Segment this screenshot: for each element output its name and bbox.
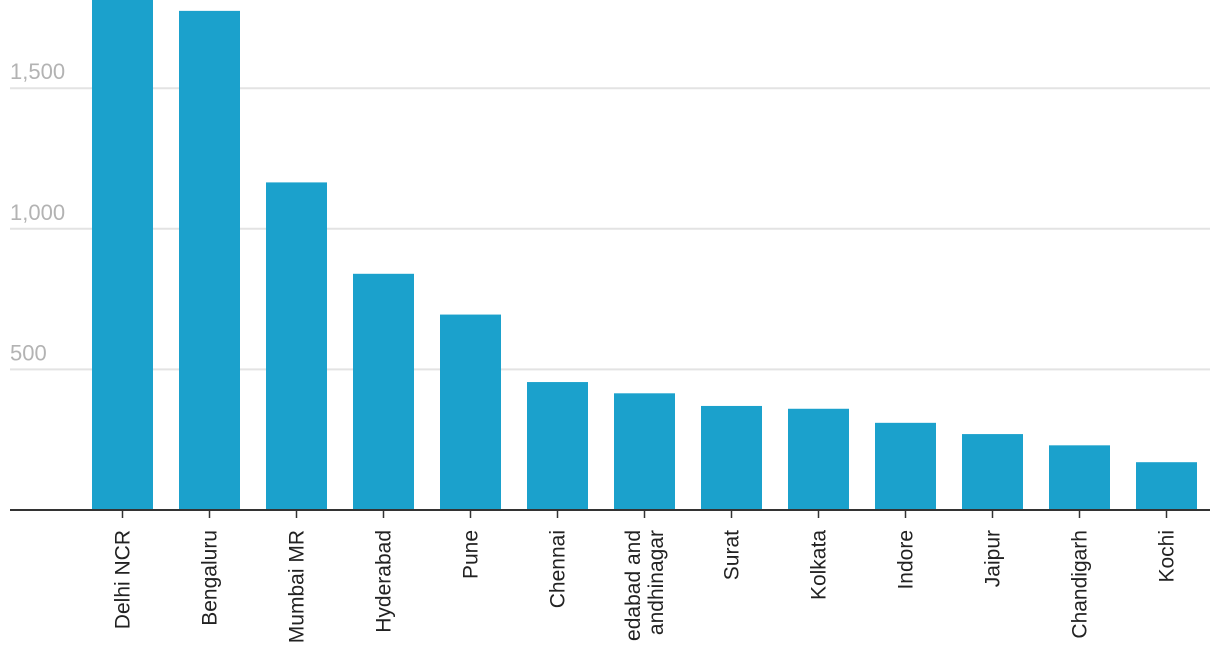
bar bbox=[614, 393, 675, 510]
x-tick-label: Kolkata bbox=[808, 530, 831, 600]
bar bbox=[1136, 462, 1197, 510]
x-tick-label: Hyderabad bbox=[373, 530, 396, 633]
y-tick-label: 1,000 bbox=[10, 200, 65, 225]
x-axis-tick-labels: Delhi NCR Bengaluru Mumbai MR Hyderabad Pune… bbox=[112, 530, 1179, 644]
bar bbox=[527, 382, 588, 510]
bar bbox=[1049, 445, 1110, 510]
x-tick-label: Pune bbox=[460, 530, 483, 579]
x-tick-label: edabad and bbox=[622, 530, 645, 641]
x-tick-label: Chandigarh bbox=[1069, 530, 1092, 639]
x-tick-label: andhinagar bbox=[645, 530, 668, 635]
y-tick-label: 500 bbox=[10, 340, 47, 365]
x-tick-label: Kochi bbox=[1156, 530, 1179, 583]
bar bbox=[179, 10, 240, 511]
bar bbox=[92, 0, 153, 510]
bar bbox=[788, 408, 849, 510]
bars bbox=[92, 0, 1197, 511]
bar bbox=[701, 405, 762, 510]
x-tick-label: Surat bbox=[721, 530, 744, 580]
bar bbox=[440, 314, 501, 510]
bar bbox=[266, 182, 327, 511]
x-tick-label: Chennai bbox=[547, 530, 570, 608]
x-axis-tick-marks bbox=[121, 510, 1168, 518]
x-tick-label: Delhi NCR bbox=[112, 530, 135, 629]
bar bbox=[875, 422, 936, 510]
bar bbox=[962, 434, 1023, 510]
y-axis-tick-labels: 500 1,000 1,500 bbox=[10, 59, 65, 365]
x-tick-label: Mumbai MR bbox=[286, 530, 309, 643]
bar bbox=[353, 273, 414, 510]
y-tick-label: 1,500 bbox=[10, 59, 65, 84]
x-tick-label: Indore bbox=[895, 530, 918, 590]
x-tick-label: Bengaluru bbox=[199, 530, 222, 626]
x-tick-label: Jaipur bbox=[982, 530, 1005, 587]
